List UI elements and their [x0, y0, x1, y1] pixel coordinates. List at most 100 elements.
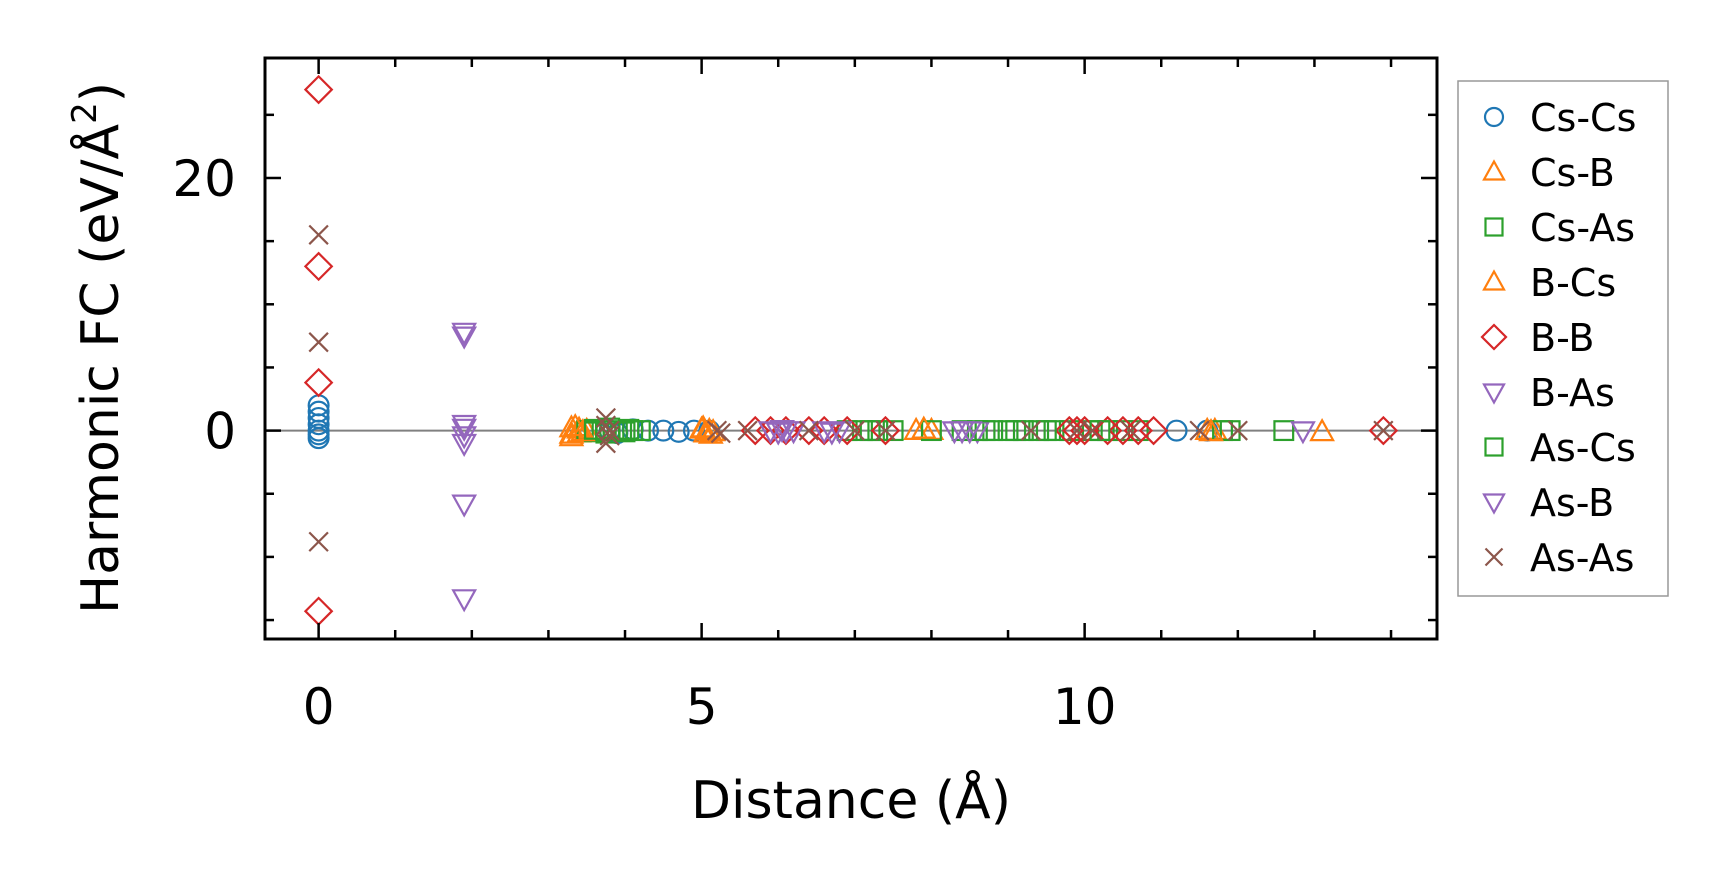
- legend-marker: [1482, 269, 1506, 291]
- data-point: [794, 415, 824, 446]
- y-axis-label: Harmonic FC (eV/Å2): [65, 82, 131, 614]
- legend-label: Cs-As: [1530, 206, 1635, 250]
- data-point: [870, 415, 901, 446]
- data-point: [1089, 420, 1111, 442]
- data-point: [737, 420, 758, 441]
- legend-marker: [1484, 217, 1504, 237]
- data-point: [1373, 420, 1394, 441]
- data-point: [1035, 420, 1057, 442]
- data-point: [308, 332, 329, 353]
- data-point: [1368, 415, 1399, 446]
- plot-frame: [263, 56, 1439, 641]
- data-point: [769, 419, 795, 444]
- y-axis-label-main: Harmonic FC (eV/Å: [69, 123, 131, 614]
- data-point: [599, 420, 620, 441]
- data-point: [451, 326, 478, 350]
- data-point: [652, 419, 675, 442]
- series-as-b: [451, 414, 983, 450]
- data-point: [956, 421, 983, 445]
- data-point: [740, 415, 771, 446]
- data-point: [451, 589, 478, 613]
- legend-marker: [1484, 437, 1504, 457]
- data-point: [451, 322, 478, 346]
- legend-label: B-As: [1530, 371, 1615, 415]
- series-as-as: [308, 224, 1394, 552]
- legend-label: As-B: [1530, 481, 1614, 525]
- data-point: [832, 415, 862, 446]
- data-point: [882, 420, 904, 442]
- legend-label: B-B: [1530, 316, 1595, 360]
- data-point: [308, 531, 329, 552]
- x-tick-label: 10: [1053, 678, 1117, 736]
- x-tick-labels: 0 5 10: [303, 678, 1117, 736]
- data-point: [629, 420, 651, 442]
- data-point: [303, 74, 334, 105]
- legend-items: Cs-Cs Cs-B Cs-As B-Cs B-B B-As As-Cs As-B As-As: [1480, 96, 1636, 580]
- data-point: [798, 420, 819, 441]
- data-point: [303, 251, 334, 282]
- legend-marker: [1484, 547, 1504, 567]
- data-point: [618, 418, 640, 440]
- data-point: [307, 427, 330, 450]
- data-point: [1127, 420, 1149, 442]
- data-point: [818, 422, 845, 446]
- data-point: [595, 407, 617, 429]
- data-point: [451, 494, 478, 518]
- data-point: [1227, 420, 1248, 441]
- data-point: [1309, 418, 1335, 442]
- legend-marker: [1482, 159, 1506, 181]
- data-point: [1058, 420, 1080, 442]
- legend-marker: [1480, 323, 1508, 351]
- data-point: [303, 367, 334, 398]
- data-point: [1290, 421, 1316, 445]
- data-point: [307, 413, 330, 436]
- data-point: [1138, 415, 1169, 446]
- data-point: [1092, 415, 1123, 446]
- data-point: [844, 420, 865, 441]
- legend-marker: [1482, 493, 1506, 515]
- data-marks: [303, 74, 1399, 626]
- legend-marker: [1482, 383, 1506, 405]
- data-point: [1108, 415, 1138, 446]
- data-point: [308, 224, 329, 245]
- data-point: [765, 422, 792, 446]
- data-point: [910, 415, 937, 439]
- data-point: [451, 418, 478, 442]
- legend-label: Cs-Cs: [1530, 96, 1636, 140]
- data-point: [451, 426, 478, 450]
- data-point: [1020, 420, 1042, 441]
- y-tick-label: 20: [172, 150, 236, 208]
- data-point: [451, 414, 478, 439]
- data-point: [811, 421, 838, 445]
- data-point: [1112, 420, 1134, 442]
- data-point: [1219, 420, 1241, 442]
- legend-label: As-Cs: [1530, 426, 1636, 470]
- data-point: [570, 418, 596, 442]
- x-axis-label: Distance (Å): [691, 769, 1011, 831]
- data-point: [859, 420, 881, 442]
- y-axis-label-close: ): [71, 82, 131, 102]
- data-point: [667, 420, 690, 443]
- data-point: [1082, 420, 1103, 441]
- data-point: [1054, 415, 1085, 446]
- legend-label: As-As: [1530, 536, 1634, 580]
- data-point: [920, 420, 942, 442]
- legend-label: B-Cs: [1530, 261, 1616, 305]
- legend-label: Cs-B: [1530, 151, 1615, 195]
- data-point: [1120, 420, 1141, 441]
- legend: Cs-Cs Cs-B Cs-As B-Cs B-B B-As As-Cs As-B As-As: [1457, 80, 1669, 597]
- data-point: [1123, 415, 1154, 446]
- data-point: [826, 421, 853, 445]
- axis-ticks: [265, 58, 1437, 639]
- data-point: [1062, 415, 1092, 446]
- x-tick-label: 5: [686, 678, 718, 736]
- data-point: [1005, 420, 1027, 442]
- data-point: [875, 420, 896, 441]
- y-axis-label-superscript: 2: [65, 102, 105, 124]
- data-point: [1066, 420, 1088, 441]
- data-point: [599, 425, 620, 446]
- legend-marker: [1483, 106, 1505, 128]
- y-tick-label: 0: [204, 403, 236, 461]
